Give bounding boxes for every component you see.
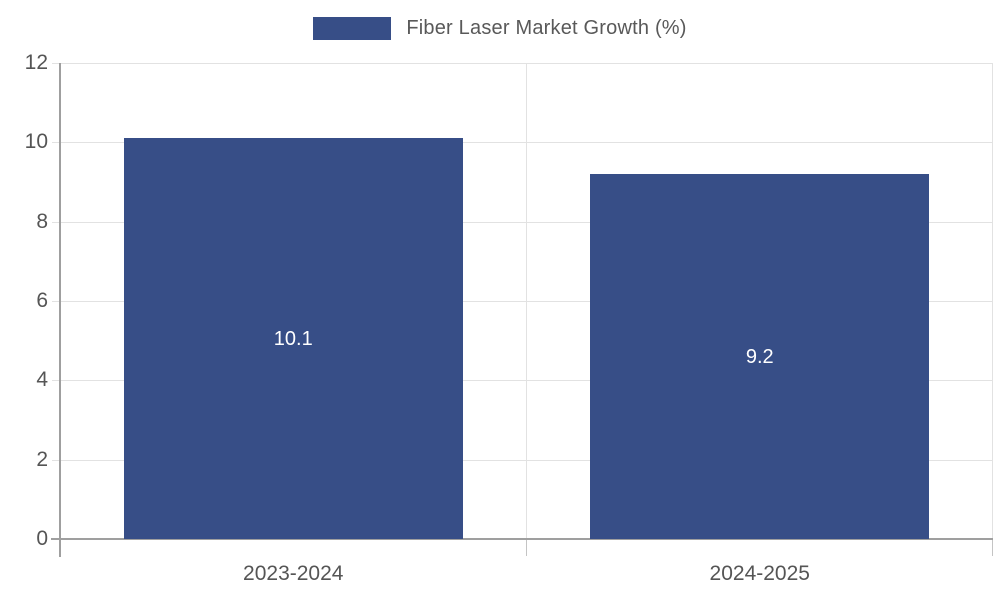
legend-swatch [313, 17, 392, 40]
bar [123, 138, 463, 539]
x-category-label: 2024-2025 [709, 562, 810, 585]
bar-value-label: 9.2 [745, 345, 774, 368]
gridline-horizontal [52, 301, 993, 302]
gridline-horizontal [52, 459, 993, 461]
gridline-horizontal [52, 221, 993, 223]
y-tick-label: 8 [36, 209, 48, 233]
x-axis-tick [525, 539, 527, 556]
y-tick-label: 12 [24, 51, 48, 74]
legend: Fiber Laser Market Growth (%) [0, 17, 1000, 40]
legend-label: Fiber Laser Market Growth (%) [406, 17, 687, 39]
y-tick-label: 6 [36, 289, 48, 312]
gridline-horizontal [52, 380, 993, 382]
gridline-horizontal [52, 142, 993, 144]
gridline-vertical [992, 63, 993, 539]
plot-area: 10.1 9.2 [51, 63, 993, 557]
y-axis-line [59, 63, 61, 557]
bar-value-label: 10.1 [273, 327, 313, 350]
x-category-label: 2023-2024 [243, 562, 344, 585]
gridline-vertical [525, 63, 527, 539]
y-tick-label: 10 [24, 130, 48, 154]
x-axis-line [60, 538, 993, 540]
y-tick-label: 4 [36, 368, 48, 392]
x-axis-tick [992, 539, 993, 556]
y-tick-label: 2 [36, 447, 48, 471]
gridline-horizontal [52, 63, 993, 64]
y-axis-zero-tick [51, 538, 59, 540]
bar [590, 174, 930, 539]
y-tick-label: 0 [36, 527, 48, 550]
